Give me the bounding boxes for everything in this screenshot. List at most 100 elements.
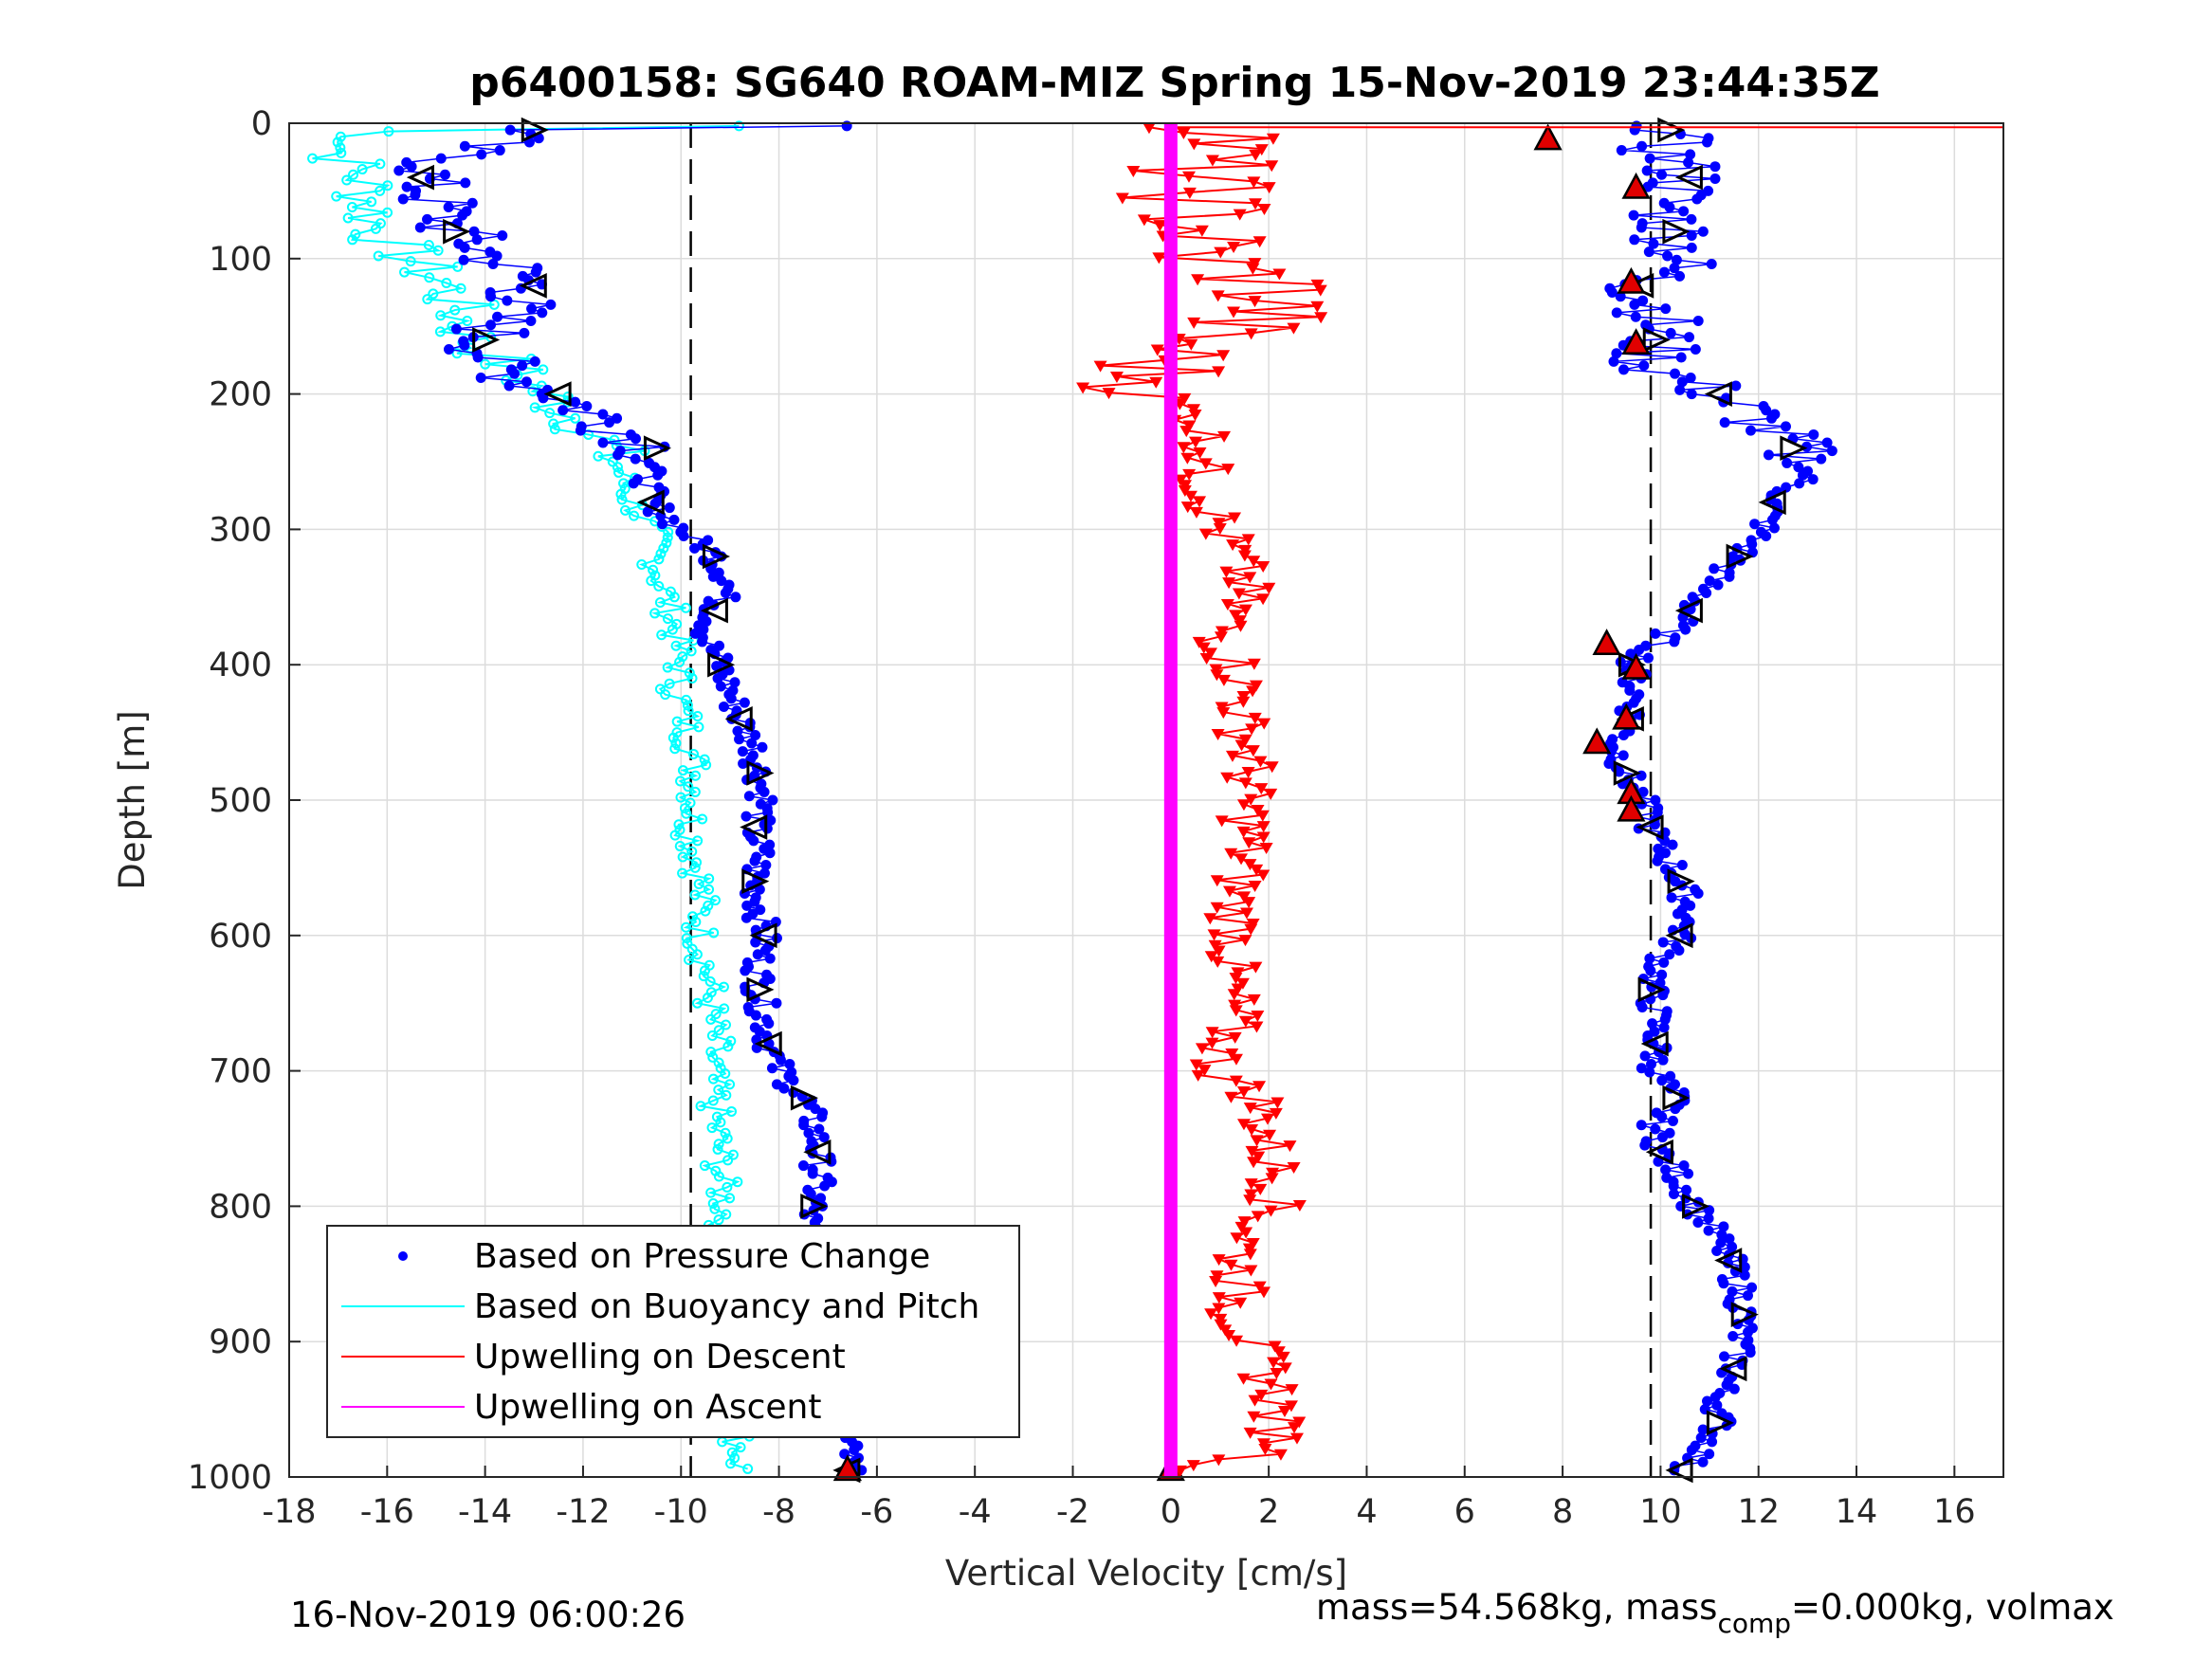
upwelling-descent-point — [1313, 284, 1327, 297]
pressure-change-point — [458, 254, 469, 265]
upwelling-descent-point — [1283, 1140, 1297, 1153]
pressure-change-point — [1686, 242, 1697, 253]
upwelling-descent-point — [1212, 1454, 1226, 1467]
pressure-change-point — [689, 542, 701, 554]
pressure-change-point — [1702, 1395, 1713, 1407]
pressure-change-point — [1629, 299, 1640, 310]
legend-label: Upwelling on Ascent — [474, 1388, 821, 1427]
pressure-change-point — [797, 1160, 809, 1172]
legend-label: Based on Buoyancy and Pitch — [474, 1287, 979, 1326]
pressure-change-point — [1629, 234, 1640, 246]
upwelling-descent-point — [1204, 1308, 1218, 1321]
upwelling-descent-point — [1236, 1373, 1251, 1385]
pressure-change-point — [460, 177, 471, 189]
buoyancy-pitch-point — [725, 1035, 737, 1047]
buoyancy-pitch-point — [424, 272, 435, 283]
pressure-change-point — [750, 937, 761, 948]
pressure-change-point — [530, 266, 541, 278]
upwelling-descent-point — [1246, 685, 1260, 698]
upwelling-descent-point — [1258, 1444, 1272, 1456]
upwelling-descent-point — [1234, 1297, 1248, 1309]
x-tick-label: -4 — [959, 1493, 992, 1531]
buoyancy-pitch-point — [707, 1051, 719, 1063]
pressure-change-point — [642, 506, 653, 518]
pressure-change-point — [1672, 908, 1683, 920]
pressure-change-point — [1765, 412, 1777, 424]
upwelling-descent-point — [1247, 1411, 1261, 1423]
upwelling-descent-point — [1263, 1129, 1277, 1141]
direction-triangle-marker — [1657, 117, 1686, 143]
buoyancy-pitch-point — [713, 1025, 724, 1036]
direction-triangle-marker — [1642, 327, 1671, 353]
direction-triangle-marker — [643, 435, 672, 462]
upwelling-descent-point — [1137, 214, 1151, 227]
buoyancy-pitch-point — [707, 1073, 719, 1085]
pressure-change-point — [741, 900, 753, 911]
pressure-change-point — [526, 303, 538, 315]
upwelling-descent-point — [1193, 447, 1207, 460]
red-triangle-marker — [1533, 123, 1563, 151]
pressure-change-point — [1662, 250, 1673, 262]
buoyancy-pitch-point — [698, 971, 709, 982]
plot-frame — [288, 122, 2004, 1478]
pressure-change-point — [1636, 1001, 1648, 1012]
buoyancy-pitch-point — [708, 927, 720, 939]
x-tick-label: -14 — [458, 1493, 512, 1531]
buoyancy-pitch-point — [681, 933, 692, 944]
pressure-change-point — [1608, 356, 1619, 367]
pressure-change-point — [1625, 648, 1636, 660]
upwelling-descent-point — [1229, 1053, 1243, 1066]
pressure-change-point — [707, 571, 719, 582]
upwelling-descent-point — [1249, 961, 1263, 974]
buoyancy-pitch-point — [668, 592, 680, 603]
upwelling-descent-point — [1227, 241, 1241, 253]
upwelling-descent-point — [1217, 430, 1232, 443]
upwelling-descent-point — [1177, 127, 1191, 139]
buoyancy-pitch-point — [422, 294, 433, 305]
x-tick-label: -10 — [654, 1493, 708, 1531]
buoyancy-pitch-point — [689, 786, 701, 797]
buoyancy-pitch-point — [449, 304, 461, 316]
upwelling-descent-point — [1242, 897, 1256, 909]
direction-triangle-marker — [754, 1030, 782, 1057]
pressure-change-point — [1659, 1013, 1671, 1025]
pressure-change-point — [1656, 1132, 1668, 1143]
pressure-change-point — [1709, 161, 1721, 173]
pressure-change-point — [1670, 368, 1681, 379]
pressure-change-point — [1664, 202, 1675, 213]
pressure-change-point — [1709, 1392, 1721, 1403]
pressure-change-point — [1746, 538, 1758, 550]
upwelling-descent-point — [1247, 994, 1261, 1006]
pressure-change-point — [1685, 372, 1696, 383]
upwelling-descent-point — [1256, 869, 1271, 882]
direction-triangle-marker — [740, 814, 768, 840]
direction-triangle-marker — [1636, 814, 1664, 840]
buoyancy-pitch-point — [636, 559, 648, 571]
upwelling-descent-point — [1243, 1249, 1257, 1261]
pressure-change-point — [1638, 360, 1650, 372]
pressure-change-point — [657, 519, 668, 530]
pressure-change-point — [1680, 624, 1691, 635]
upwelling-descent-point — [1213, 522, 1227, 535]
direction-triangle-marker — [521, 117, 549, 143]
pressure-change-point — [1678, 206, 1690, 217]
pressure-change-point — [1761, 531, 1772, 542]
mass-subscript: comp — [1717, 1608, 1791, 1639]
upwelling-descent-point — [1236, 1119, 1251, 1131]
upwelling-descent-point — [1236, 826, 1251, 838]
direction-triangle-marker — [443, 218, 471, 245]
pressure-change-point — [1685, 900, 1696, 911]
pressure-change-point — [788, 1075, 799, 1086]
pressure-change-point — [597, 437, 609, 448]
direction-triangle-marker — [519, 273, 547, 299]
y-tick-labels: 0 100 200 300 400 500 600 700 800 900 1000 — [188, 105, 272, 1497]
upwelling-descent-point — [1262, 182, 1276, 194]
pressure-change-point — [714, 640, 725, 651]
buoyancy-pitch-point — [670, 640, 682, 651]
pressure-change-point — [1658, 957, 1670, 968]
buoyancy-pitch-point — [703, 900, 714, 911]
upwelling-descent-point — [1269, 1107, 1283, 1120]
legend-label: Upwelling on Descent — [474, 1338, 846, 1376]
pressure-change-point — [459, 140, 470, 152]
